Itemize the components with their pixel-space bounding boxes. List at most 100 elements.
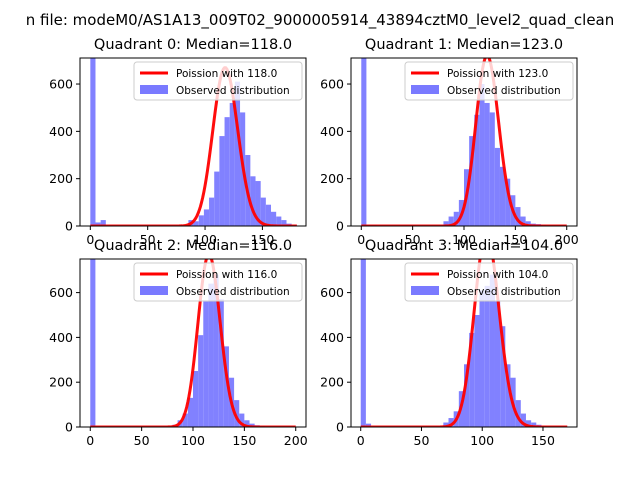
legend-label-observed: Observed distribution: [176, 85, 290, 97]
y-tick-label: 400: [49, 124, 73, 139]
histogram-bar: [234, 400, 240, 427]
histogram-bar: [219, 136, 225, 226]
histogram-bar: [90, 259, 96, 427]
histogram-bar: [499, 166, 506, 226]
histogram-bar: [464, 364, 470, 427]
histogram-bar: [474, 315, 480, 427]
histogram-bar: [505, 178, 511, 226]
histogram-bar: [265, 204, 272, 226]
x-tick-label: 100: [452, 232, 476, 247]
legend-box: [404, 61, 574, 101]
histogram-bar: [484, 285, 490, 427]
histogram-bar: [218, 299, 224, 427]
x-tick-label: 50: [405, 232, 421, 247]
histogram-bar: [489, 274, 495, 427]
histogram-bar: [443, 221, 449, 226]
histogram-bar: [276, 216, 282, 226]
histogram-bar: [229, 102, 235, 226]
quadrant-3-chart: Quadrant 3: Median=104.0 0 50 100 150 0 200 400…: [320, 238, 578, 448]
x-tick-label: 0: [86, 433, 94, 448]
histogram-bar: [255, 181, 261, 226]
legend-label-observed: Observed distribution: [447, 85, 561, 97]
x-tick-label: 50: [414, 433, 430, 448]
histogram-bar: [198, 335, 204, 427]
histogram-bar: [479, 84, 485, 226]
histogram-bar: [505, 364, 511, 427]
legend: Poission with 123.0 Observed distribution: [404, 61, 574, 101]
legend-box: [133, 262, 303, 302]
panel-title: Quadrant 1: Median=123.0: [365, 37, 563, 53]
panel-title: Quadrant 0: Median=118.0: [94, 37, 292, 53]
histogram-bar: [365, 423, 372, 427]
histogram-bar: [360, 259, 366, 427]
histogram-bar: [494, 301, 501, 427]
y-tick-label: 600: [320, 285, 344, 300]
histogram-bar: [489, 112, 495, 226]
histogram-bar: [474, 114, 480, 226]
y-tick-label: 200: [49, 171, 73, 186]
x-tick-label: 200: [555, 232, 579, 247]
histogram-bar: [239, 413, 245, 427]
x-tick-label: 150: [250, 232, 274, 247]
histogram-bar: [224, 117, 230, 226]
figure-title: n file: modeM0/AS1A13_009T02_9000005914_…: [26, 11, 615, 30]
x-tick-label: 50: [140, 232, 156, 247]
y-tick-label: 0: [65, 219, 73, 234]
axes-frame: [350, 258, 578, 428]
quadrant-0-chart: Quadrant 0: Median=118.0 0 50 100 150 0 200 400…: [49, 37, 307, 247]
histogram-bar: [479, 290, 485, 427]
y-tick-label: 0: [336, 420, 344, 435]
histogram-bar: [90, 58, 96, 226]
histogram-bar: [525, 221, 531, 226]
histogram-bar: [271, 211, 277, 226]
histogram-bar: [448, 216, 454, 226]
x-tick-label: 100: [470, 433, 494, 448]
y-tick-label: 600: [49, 285, 73, 300]
legend-label-observed: Observed distribution: [176, 286, 290, 298]
histogram-bar: [515, 400, 521, 427]
histogram-bar: [95, 222, 101, 226]
x-tick-label: 150: [232, 433, 256, 448]
histogram-bar: [214, 171, 220, 226]
y-tick-label: 200: [320, 171, 344, 186]
panel-title: Quadrant 2: Median=116.0: [94, 238, 292, 254]
x-tick-label: 150: [503, 232, 527, 247]
histogram-bar: [234, 81, 241, 226]
legend: Poission with 118.0 Observed distribution: [133, 61, 303, 101]
histogram-bar: [520, 216, 526, 226]
histogram-bar: [515, 207, 521, 226]
legend-bar-swatch: [411, 85, 439, 94]
legend: Poission with 104.0 Observed distribution: [404, 262, 574, 302]
legend-bar-swatch: [411, 286, 439, 295]
x-tick-label: 150: [531, 433, 555, 448]
histogram-bar: [213, 274, 219, 427]
panel-title: Quadrant 3: Median=104.0: [365, 238, 563, 254]
histogram-bar: [443, 422, 449, 427]
histogram-bar: [361, 58, 367, 226]
legend-box: [133, 61, 303, 101]
legend-label-poisson: Poission with 123.0: [447, 68, 548, 80]
histogram-bar: [250, 176, 256, 226]
histogram-bar: [187, 397, 193, 427]
x-tick-label: 100: [181, 433, 205, 448]
y-tick-label: 600: [320, 77, 344, 92]
histogram-bar: [500, 326, 506, 427]
histogram-bar: [448, 418, 454, 427]
legend-label-poisson: Poission with 118.0: [176, 68, 277, 80]
poisson-curve: [90, 66, 297, 226]
x-tick-label: 50: [134, 433, 150, 448]
y-tick-label: 0: [65, 420, 73, 435]
legend-label-observed: Observed distribution: [447, 286, 561, 298]
histogram-bar: [453, 211, 459, 226]
quadrant-1-chart: Quadrant 1: Median=123.0 0 50 100 150 200 0 200…: [320, 37, 579, 247]
x-tick-label: 0: [357, 433, 365, 448]
plot-area: [361, 58, 567, 226]
histogram-bar: [260, 197, 266, 226]
histogram-bar: [484, 102, 490, 226]
quadrant-2-chart: Quadrant 2: Median=116.0 0 50 100 150 200 0 200…: [49, 238, 308, 448]
histogram-bar: [469, 332, 475, 427]
histogram-bar: [223, 346, 229, 427]
x-tick-label: 100: [193, 232, 217, 247]
x-tick-label: 0: [86, 232, 94, 247]
